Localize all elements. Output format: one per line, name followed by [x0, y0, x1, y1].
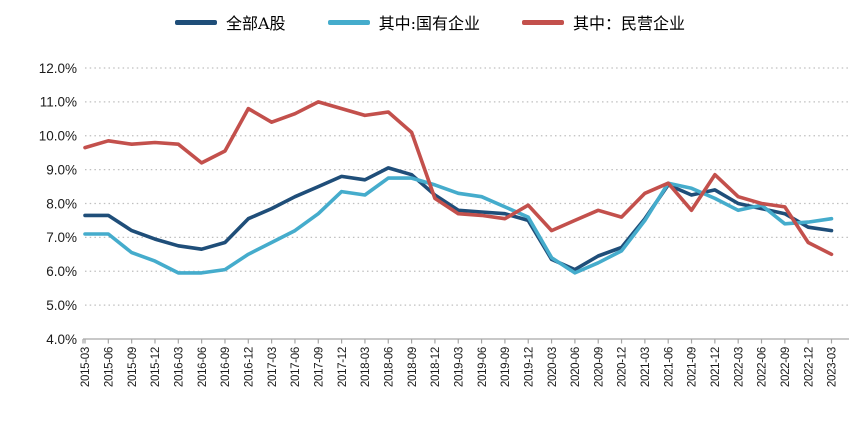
x-axis-label: 2019-09 [500, 347, 512, 387]
y-axis-label: 8.0% [46, 196, 77, 211]
legend-item-private: 其中：民营企业 [521, 10, 685, 34]
legend-label: 全部A股 [226, 14, 286, 33]
x-axis-label: 2022-06 [757, 347, 769, 387]
y-axis-label: 12.0% [39, 61, 77, 76]
x-axis-label: 2017-03 [267, 347, 279, 387]
x-axis-label: 2020-12 [617, 347, 629, 387]
x-axis-label: 2019-12 [523, 347, 535, 387]
x-axis-label: 2019-03 [453, 347, 465, 387]
x-axis-label: 2018-12 [430, 347, 442, 387]
x-axis-label: 2018-03 [360, 347, 372, 387]
x-axis-label: 2023-03 [827, 347, 839, 387]
x-axis-label: 2015-12 [150, 347, 162, 387]
legend-label: 其中：民营企业 [572, 14, 685, 33]
x-axis-label: 2017-09 [313, 347, 325, 387]
x-axis-label: 2020-06 [570, 347, 582, 387]
x-axis-label: 2017-06 [290, 347, 302, 387]
legend-item-state-owned: 其中:国有企业 [327, 10, 480, 34]
x-axis-label: 2017-12 [337, 347, 349, 387]
x-axis-label: 2015-09 [127, 347, 139, 387]
x-axis-label: 2018-09 [407, 347, 419, 387]
y-axis-label: 6.0% [46, 264, 77, 279]
y-axis-label: 11.0% [40, 95, 77, 110]
x-axis-label: 2016-12 [243, 347, 255, 387]
x-axis-label: 2022-12 [803, 347, 815, 387]
x-axis-label: 2019-06 [477, 347, 489, 387]
x-axis-label: 2021-06 [663, 347, 675, 387]
x-axis-label: 2016-09 [220, 347, 232, 387]
x-axis-label: 2022-09 [780, 347, 792, 387]
chart-legend: 全部A股 其中:国有企业 其中：民营企业 [0, 10, 860, 34]
legend-label: 其中:国有企业 [378, 14, 480, 33]
x-axis-label: 2015-03 [80, 347, 92, 387]
series-line-0 [83, 166, 834, 272]
y-axis-label: 5.0% [46, 298, 77, 313]
x-axis-label: 2020-03 [547, 347, 559, 387]
series-line-swatch [175, 19, 217, 25]
series-line-swatch [327, 19, 370, 25]
series-line-swatch [521, 19, 564, 25]
y-axis-label: 10.0% [39, 129, 77, 144]
x-axis-label: 2021-09 [687, 347, 699, 387]
x-axis-label: 2018-06 [383, 347, 395, 387]
x-axis-label: 2021-12 [710, 347, 722, 387]
legend-item-all-a-shares: 全部A股 [175, 10, 286, 34]
x-axis-label: 2015-06 [104, 347, 116, 387]
y-axis-label: 7.0% [46, 230, 77, 245]
x-axis-label: 2022-03 [733, 347, 745, 387]
x-axis-label: 2016-06 [197, 347, 209, 387]
series-line-1 [83, 176, 834, 275]
y-axis-label: 4.0% [46, 332, 77, 347]
x-axis-label: 2020-09 [593, 347, 605, 387]
x-axis-label: 2021-03 [640, 347, 652, 387]
y-axis-label: 9.0% [46, 162, 77, 177]
series-line-2 [83, 100, 834, 257]
x-axis-label: 2016-03 [174, 347, 186, 387]
